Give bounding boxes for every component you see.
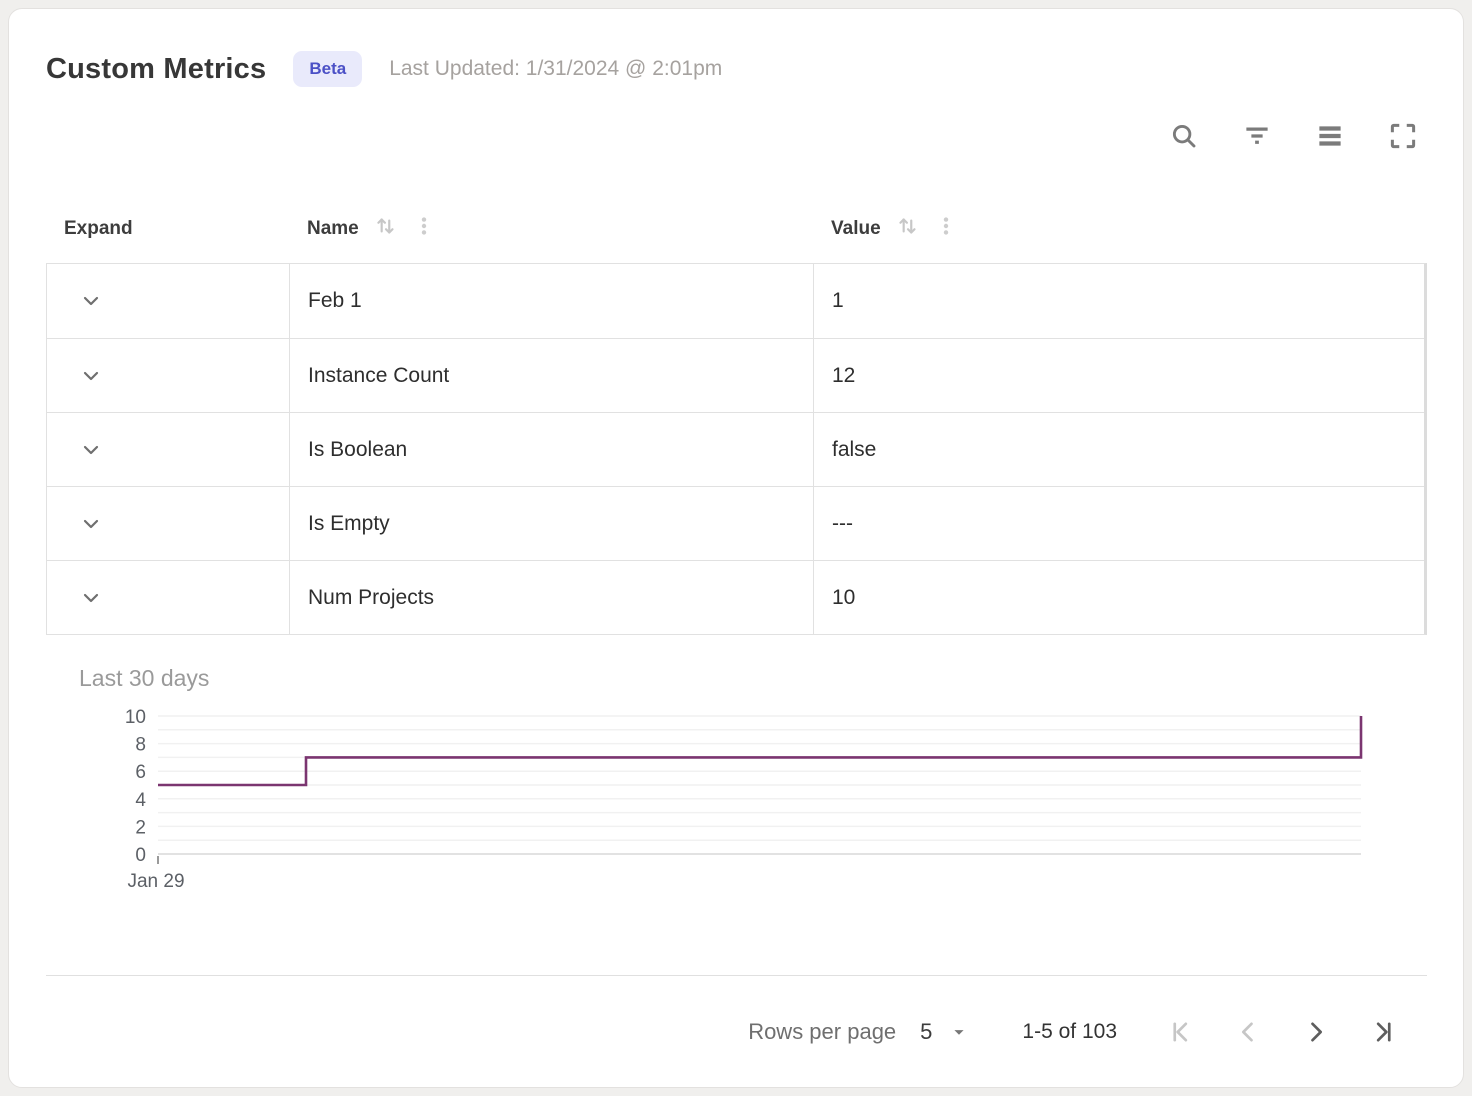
expand-row-button[interactable]	[77, 510, 105, 538]
filter-button[interactable]	[1241, 120, 1273, 152]
column-header-expand: Expand	[46, 218, 289, 240]
table-body: Feb 1 1 Instance Count 12	[46, 263, 1427, 635]
svg-text:8: 8	[135, 735, 146, 756]
expand-row-button[interactable]	[77, 362, 105, 390]
table-row: Is Empty ---	[47, 486, 1424, 560]
pagination-bar: Rows per page 5 1-5 of 103	[46, 975, 1427, 1087]
svg-text:10: 10	[125, 707, 146, 728]
filter-icon	[1242, 121, 1272, 151]
table-row: Instance Count 12	[47, 338, 1424, 412]
collapse-row-button[interactable]	[77, 584, 105, 612]
sort-icon[interactable]	[895, 213, 921, 245]
metric-value-cell: false	[813, 413, 1424, 486]
column-menu-icon[interactable]	[413, 215, 435, 243]
chevron-left-icon	[1234, 1018, 1262, 1046]
metric-value-cell: 10	[813, 561, 1424, 634]
metric-chart: 0 2 4 6 8 10 Jan 29	[125, 707, 1363, 892]
next-page-button[interactable]	[1301, 1017, 1331, 1047]
expand-row-button[interactable]	[77, 287, 105, 315]
expand-row-button[interactable]	[77, 436, 105, 464]
table-row: Num Projects 10	[47, 560, 1424, 634]
svg-text:0: 0	[135, 845, 146, 866]
svg-text:Jan 29: Jan 29	[127, 871, 184, 892]
column-label: Expand	[64, 218, 133, 239]
last-page-icon	[1370, 1018, 1398, 1046]
fullscreen-button[interactable]	[1387, 120, 1419, 152]
chevron-down-icon	[79, 512, 103, 536]
metric-name-cell: Is Boolean	[289, 413, 813, 486]
beta-badge: Beta	[293, 51, 363, 87]
fullscreen-icon	[1388, 121, 1418, 151]
metric-name-cell: Feb 1	[289, 264, 813, 338]
chevron-down-icon	[79, 438, 103, 462]
column-menu-icon[interactable]	[935, 215, 957, 243]
search-icon	[1169, 121, 1199, 151]
search-button[interactable]	[1168, 120, 1200, 152]
chevron-down-icon	[79, 289, 103, 313]
header: Custom Metrics Beta Last Updated: 1/31/2…	[9, 9, 1463, 87]
last-page-button[interactable]	[1369, 1017, 1399, 1047]
metric-value-cell: 1	[813, 264, 1424, 338]
column-label: Value	[831, 218, 881, 239]
density-button[interactable]	[1314, 120, 1346, 152]
table-row: Feb 1 1	[47, 264, 1424, 338]
table-toolbar	[9, 87, 1463, 157]
column-header-value: Value	[813, 213, 1427, 245]
metric-value-cell: 12	[813, 339, 1424, 412]
pagination-range: 1-5 of 103	[1022, 1019, 1117, 1043]
svg-text:4: 4	[135, 790, 146, 811]
metric-name-cell: Num Projects	[289, 561, 813, 634]
metric-name-cell: Is Empty	[289, 487, 813, 560]
svg-text:6: 6	[135, 762, 146, 783]
chevron-up-icon	[79, 586, 103, 610]
metric-value-cell: ---	[813, 487, 1424, 560]
chevron-down-icon	[79, 364, 103, 388]
prev-page-button[interactable]	[1233, 1017, 1263, 1047]
rows-per-page-value: 5	[920, 1018, 933, 1044]
chart-title: Last 30 days	[79, 665, 210, 691]
first-page-button[interactable]	[1165, 1017, 1195, 1047]
chevron-right-icon	[1302, 1018, 1330, 1046]
page-title: Custom Metrics	[46, 52, 267, 85]
pager-buttons	[1165, 1017, 1399, 1047]
table-header-row: Expand Name Value	[46, 195, 1427, 263]
caret-down-icon	[948, 1021, 970, 1043]
row-detail-panel: Last 30 days 0 2 4 6 8 10 Jan 29	[9, 635, 1463, 900]
rows-per-page-label: Rows per page	[748, 1018, 897, 1044]
metric-name-cell: Instance Count	[289, 339, 813, 412]
table-row: Is Boolean false	[47, 412, 1424, 486]
last-updated: Last Updated: 1/31/2024 @ 2:01pm	[389, 57, 723, 80]
first-page-icon	[1166, 1018, 1194, 1046]
column-header-name: Name	[289, 213, 813, 245]
rows-per-page-select[interactable]: 5	[920, 1019, 970, 1045]
svg-text:2: 2	[135, 817, 146, 838]
column-label: Name	[307, 218, 359, 239]
custom-metrics-card: Custom Metrics Beta Last Updated: 1/31/2…	[8, 8, 1464, 1088]
density-icon	[1315, 121, 1345, 151]
metrics-table: Expand Name Value	[46, 195, 1427, 635]
sort-icon[interactable]	[373, 213, 399, 245]
